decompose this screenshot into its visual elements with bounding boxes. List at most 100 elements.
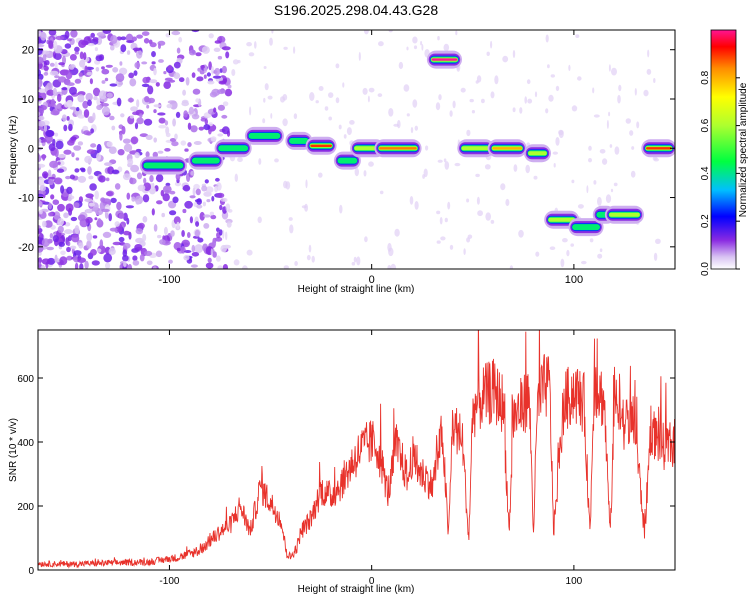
spectrogram-noise-blob xyxy=(180,140,187,146)
spectrogram-noise-blob xyxy=(270,113,273,119)
x-tick-label: 0 xyxy=(369,274,375,286)
spectrogram-noise-blob xyxy=(114,183,121,190)
spectrogram-noise-blob xyxy=(570,243,574,247)
spectrogram-noise-blob xyxy=(234,173,238,182)
spectrogram-ylabel: Frequency (Hz) xyxy=(8,116,19,185)
spectrogram-noise-blob xyxy=(169,138,177,142)
spectrogram-noise-blob xyxy=(104,77,109,82)
spectrogram-ridge-segment xyxy=(431,58,458,61)
spectrogram-noise-blob xyxy=(195,188,201,196)
snr-panel: -100 0 100 0 200 400 600 Height of straight li… xyxy=(8,329,676,595)
spectrogram-noise-blob xyxy=(183,110,188,118)
spectrogram-noise-blob xyxy=(120,113,125,118)
spectrogram-noise-blob xyxy=(38,236,42,245)
spectrogram-noise-blob xyxy=(222,264,228,269)
spectrogram-noise-blob xyxy=(282,118,288,127)
spectrogram-noise-blob xyxy=(653,252,658,261)
spectrogram-noise-blob xyxy=(611,67,617,76)
spectrogram-noise-blob xyxy=(318,86,324,91)
spectrogram-noise-blob xyxy=(153,137,157,143)
spectrogram-noise-blob xyxy=(191,30,200,33)
spectrogram-noise-blob xyxy=(211,239,217,248)
y-tick-label: 400 xyxy=(17,438,34,449)
spectrogram-noise-blob xyxy=(66,116,70,121)
spectrogram-noise-blob xyxy=(550,74,555,78)
spectrogram-noise-blob xyxy=(210,136,217,142)
spectrogram-noise-blob xyxy=(215,236,223,242)
spectrogram-noise-blob xyxy=(38,209,43,215)
spectrogram-noise-blob xyxy=(351,261,356,266)
spectrogram-noise-blob xyxy=(219,204,223,211)
spectrogram-noise-blob xyxy=(535,251,540,257)
spectrogram-noise-blob xyxy=(227,84,232,89)
spectrogram-noise-blob xyxy=(214,40,221,44)
spectrogram-noise-blob xyxy=(249,106,252,116)
spectrogram-noise-blob xyxy=(353,256,357,263)
spectrogram-noise-blob xyxy=(406,113,410,117)
spectrogram-noise-blob xyxy=(518,229,524,238)
spectrogram-noise-blob xyxy=(494,75,499,85)
spectrogram-ridge-segment xyxy=(289,137,309,144)
spectrogram-noise-blob xyxy=(78,242,84,249)
spectrogram-noise-blob xyxy=(38,115,45,121)
spectrogram-noise-blob xyxy=(218,80,227,85)
spectrogram-noise-blob xyxy=(136,49,143,59)
spectrogram-noise-blob xyxy=(412,36,418,44)
spectrogram-noise-blob xyxy=(55,140,64,150)
spectrogram-ridge-segment xyxy=(379,147,417,150)
spectrogram-noise-blob xyxy=(175,173,181,181)
spectrogram-noise-blob xyxy=(210,214,217,220)
spectrogram-noise-blob xyxy=(48,30,57,36)
spectrogram-noise-blob xyxy=(152,151,158,158)
spectrogram-noise-blob xyxy=(387,265,392,269)
spectrogram-noise-blob xyxy=(643,89,649,97)
spectrogram-noise-blob xyxy=(162,185,172,193)
spectrogram-noise-blob xyxy=(625,118,631,124)
spectrogram-noise-blob xyxy=(77,94,85,103)
spectrogram-noise-blob xyxy=(293,46,296,54)
spectrogram-noise-blob xyxy=(171,30,181,36)
spectrogram-noise-blob xyxy=(172,196,179,204)
x-tick-label: 100 xyxy=(565,274,583,286)
spectrogram-noise-blob xyxy=(167,64,173,71)
spectrogram-noise-blob xyxy=(74,262,79,269)
spectrogram-noise-blob xyxy=(90,32,95,38)
snr-series-line xyxy=(38,330,675,569)
spectrogram-noise-blob xyxy=(68,64,75,70)
spectrogram-noise-blob xyxy=(471,110,475,114)
colorbar-tick-label: 0.6 xyxy=(700,118,711,132)
spectrogram-noise-blob xyxy=(283,265,289,269)
spectrogram-noise-blob xyxy=(79,59,86,68)
spectrogram-noise-blob xyxy=(593,114,600,118)
spectrogram-noise-blob xyxy=(481,98,485,104)
spectrogram-noise-blob xyxy=(164,148,171,152)
spectrogram-noise-blob xyxy=(162,193,170,202)
spectrogram-noise-blob xyxy=(151,208,155,216)
spectrogram-noise-blob xyxy=(425,145,429,151)
spectrogram-noise-blob xyxy=(52,87,58,97)
spectrogram-noise-blob xyxy=(181,230,185,237)
spectrogram-noise-blob xyxy=(96,98,101,106)
spectrogram-noise-blob xyxy=(306,254,311,261)
spectrogram-noise-blob xyxy=(59,256,68,266)
spectrogram-noise-blob xyxy=(163,81,171,89)
spectrogram-noise-blob xyxy=(90,143,97,148)
spectrogram-noise-blob xyxy=(97,218,102,225)
spectrogram-noise-blob xyxy=(388,30,393,33)
spectrogram-noise-blob xyxy=(413,45,418,50)
spectrogram-ridge-segment xyxy=(461,146,491,151)
snr-ylabel: SNR (10 * v/v) xyxy=(8,418,19,482)
spectrogram-noise-blob xyxy=(86,240,92,249)
spectrogram-noise-blob xyxy=(486,51,490,56)
spectrogram-noise-blob xyxy=(73,202,80,209)
spectrogram-noise-blob xyxy=(217,104,225,111)
spectrogram-noise-blob xyxy=(647,49,650,58)
spectrogram-noise-blob xyxy=(449,244,454,250)
spectrogram-marks xyxy=(38,30,675,269)
spectrogram-noise-blob xyxy=(655,238,661,244)
spectrogram-noise-blob xyxy=(112,67,119,73)
spectrogram-noise-blob xyxy=(367,95,370,103)
spectrogram-noise-blob xyxy=(122,138,131,144)
spectrogram-noise-blob xyxy=(311,255,315,263)
